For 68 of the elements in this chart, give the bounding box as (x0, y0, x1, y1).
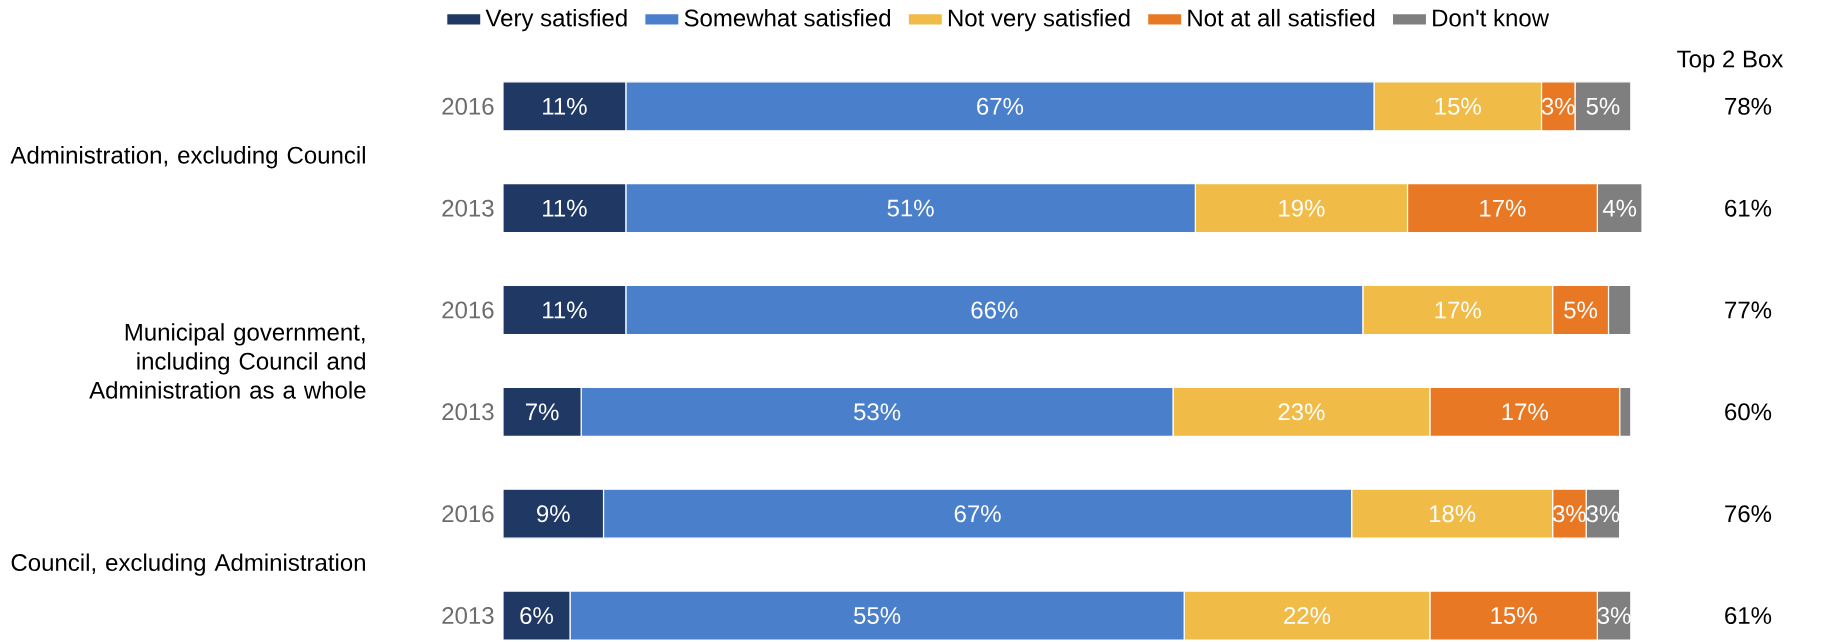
text: 77% (1725, 301, 1772, 319)
bar (502, 386, 582, 437)
legend-label: Somewhat satisfied (684, 8, 891, 27)
legend-label: Not very satisfied (948, 8, 1130, 32)
data-label: 51% (887, 199, 934, 217)
y-tick-label: 2013 (442, 607, 494, 625)
bar (1362, 284, 1554, 336)
bar (1406, 183, 1598, 234)
y-tick-label: 2013 (442, 403, 494, 421)
data-label: 22% (1284, 607, 1331, 624)
data-label: 3% (1552, 505, 1586, 523)
data-label: 17% (1480, 199, 1526, 217)
bar (1429, 590, 1598, 641)
bar (625, 284, 1364, 336)
data-label: 53% (854, 403, 901, 421)
text: 61% (1725, 199, 1772, 217)
data-label: 66% (971, 301, 1018, 319)
data-label: 19% (1279, 199, 1325, 217)
bar (502, 81, 627, 132)
data-label: 4% (1602, 199, 1637, 217)
text: 76% (1725, 505, 1772, 523)
bar (625, 183, 1196, 234)
data-label: 5% (1586, 97, 1620, 115)
bar (580, 386, 1174, 437)
bar (1172, 386, 1431, 437)
y-tick-label: 2016 (442, 97, 494, 115)
data-label: 11% (543, 199, 587, 217)
y-tick-label: 2013 (442, 199, 494, 217)
text: Council, excluding Administration (11, 553, 365, 576)
bar (1194, 183, 1409, 234)
data-label: 67% (954, 505, 1001, 523)
data-label: 23% (1278, 403, 1325, 421)
text: Municipal government, including Council and Administration as a whole (89, 323, 366, 399)
bar (569, 590, 1185, 641)
data-label: 55% (854, 607, 901, 624)
bar (502, 183, 627, 234)
data-label: 15% (1491, 607, 1537, 624)
bar (625, 81, 1375, 132)
bar (1183, 590, 1431, 641)
bar (1373, 81, 1543, 132)
data-label: 18% (1429, 505, 1476, 523)
data-label: 17% (1435, 301, 1481, 319)
bar (1351, 488, 1554, 539)
bar (1607, 284, 1632, 336)
y-tick-label: 2016 (442, 301, 494, 319)
text: 60% (1725, 403, 1772, 421)
text: Top 2 Box (1677, 50, 1784, 73)
text: 78% (1725, 97, 1772, 115)
data-label: 11% (543, 97, 587, 115)
y-tick-label: 2016 (442, 505, 494, 523)
text: 61% (1725, 607, 1772, 625)
data-label: 5% (1564, 301, 1598, 319)
bar (1429, 386, 1621, 437)
data-label: 15% (1435, 97, 1481, 115)
data-label: 7% (525, 403, 559, 421)
bar (502, 488, 605, 539)
legend-label: Not at all satisfied (1188, 8, 1375, 27)
legend-label: Don't know (1433, 8, 1550, 27)
data-label: 67% (977, 97, 1024, 115)
legend-label: Very satisfied (485, 8, 627, 32)
data-label: 6% (520, 607, 553, 625)
data-label: 9% (537, 505, 570, 523)
bar (502, 284, 627, 336)
bar (1552, 284, 1610, 336)
data-label: 17% (1502, 403, 1548, 421)
text: Administration, excluding Council (10, 146, 365, 169)
bar (602, 488, 1353, 539)
data-label: 11% (543, 301, 587, 319)
